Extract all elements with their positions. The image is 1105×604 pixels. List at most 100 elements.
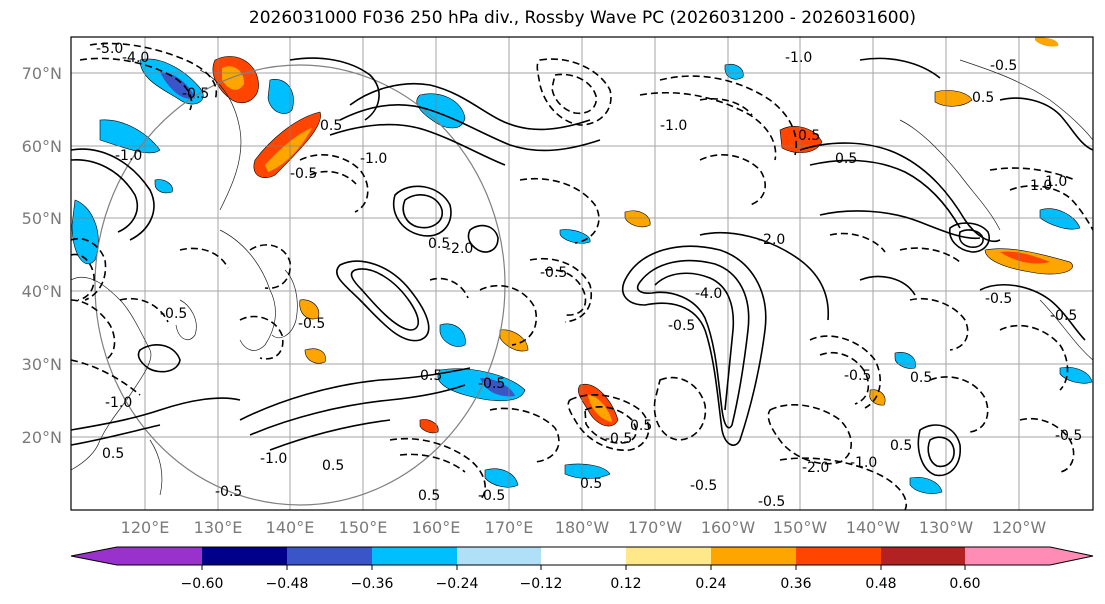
shade-blob: [299, 299, 320, 320]
lon-label: 130°W: [919, 518, 974, 537]
colorbar-tick-label: 0.60: [949, 576, 980, 592]
colorbar-swatch: [965, 547, 1050, 565]
contour-label: -0.5: [290, 166, 317, 182]
colorbar-tick-label: 0.36: [780, 576, 811, 592]
colorbar-swatch: [796, 547, 881, 565]
lon-label: 160°E: [412, 518, 461, 537]
colorbar-swatch: [202, 547, 287, 565]
lat-label: 70°N: [22, 64, 62, 83]
colorbar-swatch: [881, 547, 965, 565]
colorbar-tick-label: 0.24: [695, 576, 726, 592]
lon-label: 170°E: [485, 518, 534, 537]
contour-label: -5.0: [96, 41, 123, 57]
contour-label: 0.5: [320, 118, 342, 134]
contour-labels: -5.0 -4.0 -0.5 -1.0 0.5 -0.5 0.5 -0.5 -1…: [96, 41, 1082, 510]
shade-blob: [71, 199, 99, 265]
contour-label: -0.5: [1055, 428, 1082, 444]
divergence-shading: [71, 37, 1093, 494]
shade-blob: [439, 323, 466, 347]
shade-blob: [564, 463, 611, 479]
map-layers: -5.0 -4.0 -0.5 -1.0 0.5 -0.5 0.5 -0.5 -1…: [71, 37, 1093, 510]
shade-blob: [304, 348, 326, 364]
contour-label: -0.5: [478, 376, 505, 392]
shade-blob: [909, 477, 943, 494]
colorbar-swatch: [117, 547, 202, 565]
contour-label: -2.0: [802, 460, 829, 476]
colorbar-swatch: [626, 547, 711, 565]
contour-label: 0.5: [418, 488, 440, 504]
contour-label: -2.0: [758, 232, 785, 248]
shade-blob: [1000, 251, 1050, 264]
shade-blob: [267, 79, 294, 114]
positive-contours: [71, 57, 1093, 477]
longitude-labels: 120°E 130°E 140°E 150°E 160°E 170°E 180°…: [121, 518, 1047, 537]
contour-label: 0.5: [322, 458, 344, 474]
lon-label: 150°W: [773, 518, 828, 537]
contour-label: -0.5: [758, 494, 785, 510]
contour-label: -4.0: [122, 50, 149, 66]
colorbar-tick-label: 0.48: [865, 576, 896, 592]
shade-blob: [499, 329, 529, 352]
colorbar-tick-label: −0.12: [520, 576, 563, 592]
colorbar-swatch: [457, 547, 541, 565]
colorbar-extend-max: [1050, 547, 1093, 565]
contour-label: -0.5: [478, 488, 505, 504]
contour-label: 1.0: [1045, 174, 1067, 190]
lon-label: 140°E: [266, 518, 315, 537]
map-title: 2026031000 F036 250 hPa div., Rossby Wav…: [248, 8, 917, 28]
colorbar-tick-label: −0.48: [266, 576, 309, 592]
colorbar-extend-min: [71, 547, 117, 565]
lon-label: 170°W: [628, 518, 683, 537]
shade-blob: [222, 66, 245, 90]
coastlines: [71, 59, 1093, 496]
lat-label: 30°N: [22, 355, 62, 374]
colorbar-swatch: [287, 547, 372, 565]
colorbar-tick-label: 0.12: [610, 576, 641, 592]
contour-label: -1.0: [115, 148, 142, 164]
colorbar: −0.60 −0.48 −0.36 −0.24 −0.12 0.12 0.24 …: [70, 546, 1094, 592]
lon-label: 150°E: [339, 518, 388, 537]
contour-label: -1.0: [785, 50, 812, 66]
contour-label: 0.5: [428, 236, 450, 252]
contour-label: -0.5: [605, 431, 632, 447]
contour-label: 0.5: [102, 446, 124, 462]
shade-blob: [265, 128, 312, 172]
shade-blob: [624, 210, 651, 228]
contour-label: 0.5: [420, 368, 442, 384]
contour-label: 0.5: [890, 438, 912, 454]
colorbar-tick-label: −0.36: [351, 576, 394, 592]
shade-blob: [724, 63, 744, 80]
contour-label: -1.0: [105, 395, 132, 411]
contour-label: 0.5: [630, 418, 652, 434]
contour-label: -4.0: [695, 286, 722, 302]
lat-label: 20°N: [22, 428, 62, 447]
lon-label: 130°E: [194, 518, 243, 537]
shade-blob: [160, 72, 195, 99]
colorbar-outline: [70, 546, 1094, 566]
shade-blob: [480, 378, 515, 397]
contour-label: 0.5: [798, 128, 820, 144]
colorbar-swatch: [372, 547, 457, 565]
shade-blob: [588, 395, 612, 422]
contour-label: 0.5: [835, 151, 857, 167]
negative-contours: [71, 42, 1093, 510]
lat-label: 60°N: [22, 137, 62, 156]
contour-label: -0.5: [215, 484, 242, 500]
contour-label: -0.5: [160, 306, 187, 322]
shade-blob: [484, 468, 519, 488]
contour-label: -1.0: [850, 455, 877, 471]
contour-label: -0.5: [990, 58, 1017, 74]
contour-label: 0.5: [910, 370, 932, 386]
contour-label: 0.5: [972, 90, 994, 106]
contour-label: -0.5: [668, 318, 695, 334]
colorbar-ticks: [201, 565, 966, 570]
lat-label: 40°N: [22, 282, 62, 301]
colorbar-swatch: [541, 547, 626, 565]
latitude-labels: 70°N 60°N 50°N 40°N 30°N 20°N: [22, 64, 62, 447]
lon-label: 180°W: [555, 518, 610, 537]
colorbar-tick-label: −0.60: [181, 576, 224, 592]
reference-circle: [94, 64, 506, 506]
contour-label: -0.5: [298, 316, 325, 332]
contour-label: -0.5: [844, 368, 871, 384]
contour-label: -0.5: [690, 478, 717, 494]
